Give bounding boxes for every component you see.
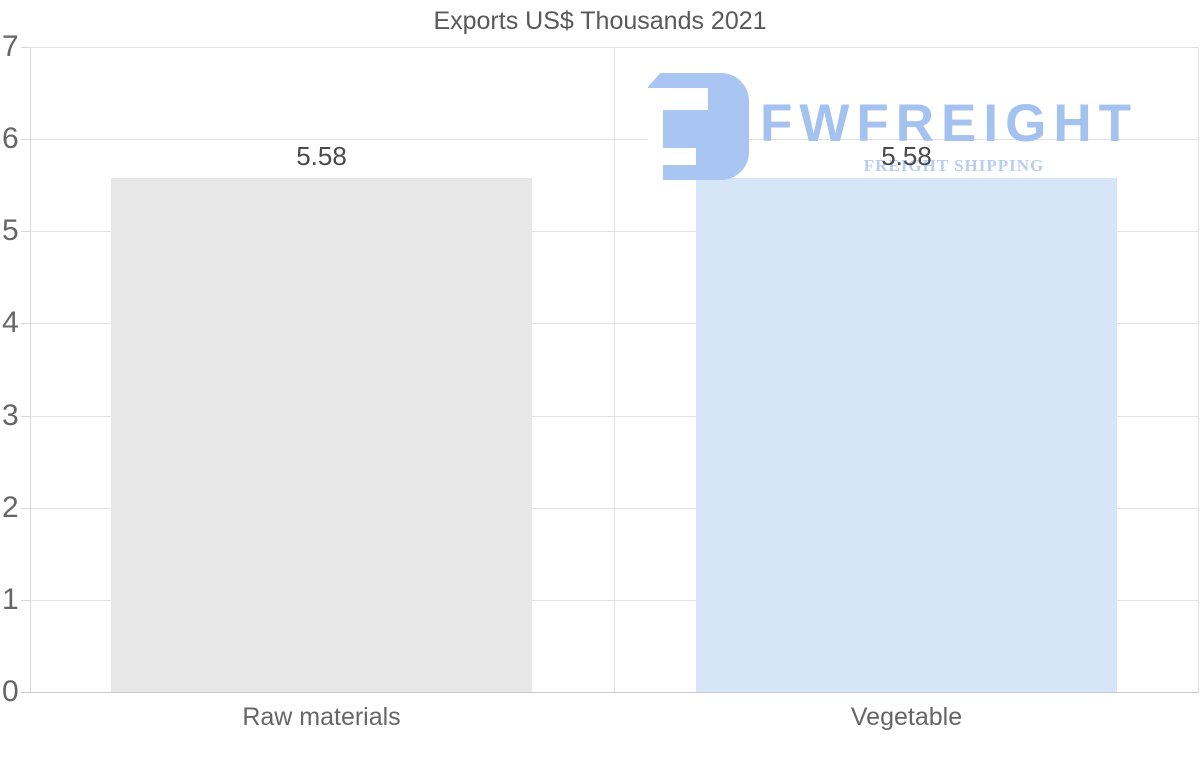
- y-tick-mark: [21, 692, 30, 693]
- y-tick-label: 2: [2, 490, 19, 524]
- y-tick-label: 4: [2, 306, 19, 340]
- y-tick-label: 0: [2, 675, 19, 708]
- gridline: [30, 692, 1199, 693]
- bar-vegetable: [696, 177, 1117, 692]
- y-tick-mark: [21, 507, 30, 509]
- bar-value-label: 5.58: [296, 140, 347, 171]
- y-tick-mark: [21, 599, 30, 601]
- y-tick-label: 3: [2, 398, 19, 432]
- vertical-gridline: [614, 47, 615, 692]
- watermark-tagline: FREIGHT SHIPPING: [863, 156, 1045, 175]
- watermark-text-block: FWFREIGHT FREIGHT SHIPPING: [760, 96, 1148, 175]
- y-tick-mark: [21, 323, 30, 325]
- fwfreight-logo-icon: [648, 73, 749, 180]
- vertical-gridline: [1198, 47, 1199, 692]
- category-label: Vegetable: [850, 703, 963, 731]
- y-tick-mark: [21, 415, 30, 417]
- y-tick-label: 1: [2, 582, 19, 616]
- y-tick-label: 6: [2, 122, 19, 156]
- bar-raw-materials: [111, 177, 532, 692]
- y-tick-mark: [21, 231, 30, 233]
- watermark-brand: FWFREIGHT: [760, 94, 1138, 153]
- y-tick-label: 5: [2, 214, 19, 248]
- y-tick-label: 7: [2, 30, 19, 63]
- chart-title: Exports US$ Thousands 2021: [433, 7, 767, 35]
- category-label: Raw materials: [242, 703, 401, 731]
- y-axis-line: [30, 47, 31, 692]
- bar-value-label: 5.58: [881, 140, 932, 171]
- y-tick-mark: [21, 139, 30, 141]
- y-tick-mark: [21, 47, 30, 48]
